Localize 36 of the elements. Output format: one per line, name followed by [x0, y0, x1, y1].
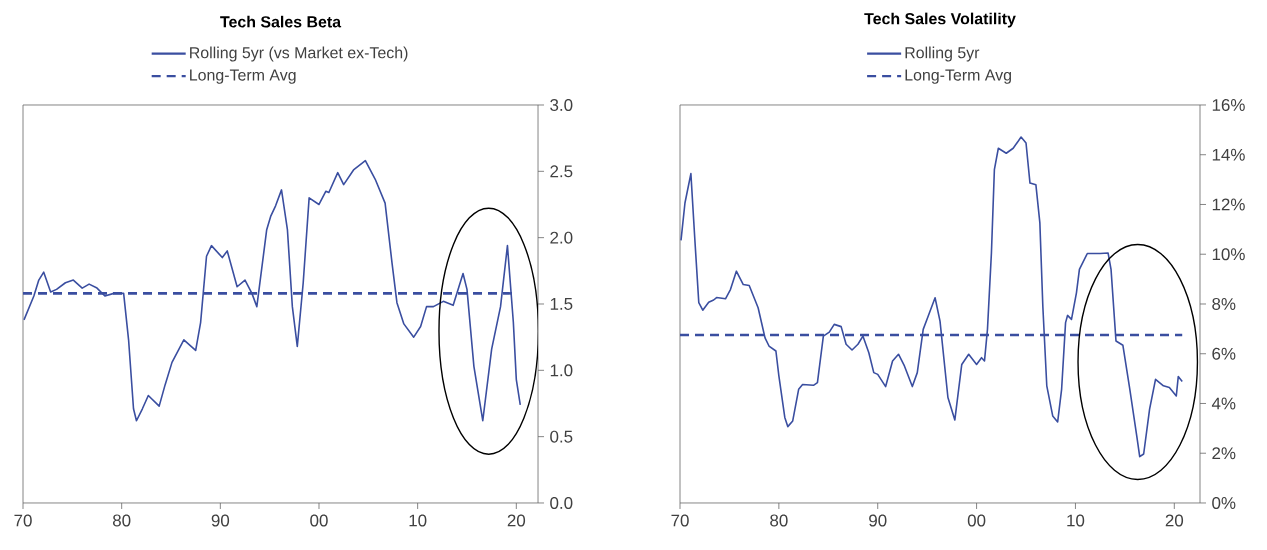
y-tick-label: 0% — [1212, 496, 1236, 509]
y-tick-label: 2.0 — [550, 231, 573, 244]
legend-label: Rolling 5yr (vs Market ex-Tech) — [190, 46, 408, 62]
x-tick-label: 90 — [211, 514, 230, 527]
x-tick-label: 80 — [770, 514, 788, 527]
x-tick-label: 20 — [1165, 514, 1184, 527]
y-tick-label: 12% — [1212, 198, 1245, 211]
y-tick-label: 16% — [1212, 98, 1245, 111]
y-tick-label: 10% — [1212, 248, 1245, 261]
y-tick-label: 1.5 — [550, 298, 573, 310]
x-tick-label: 90 — [869, 514, 887, 527]
y-tick-label: 14% — [1212, 148, 1245, 161]
y-tick-label: 1.0 — [550, 364, 573, 377]
chart-title: Tech Sales Beta — [220, 15, 342, 28]
y-tick-label: 6% — [1212, 347, 1236, 360]
y-tick-label: 3.0 — [550, 98, 573, 111]
legend-label: Long-Term Avg — [905, 69, 1011, 84]
y-tick-label: 2.5 — [550, 165, 573, 178]
x-tick-label: 20 — [507, 514, 526, 527]
legend-label: Rolling 5yr — [905, 46, 980, 62]
legend-label: Long-Term Avg — [190, 69, 296, 84]
y-tick-label: 0.0 — [550, 496, 573, 509]
chart-title: Tech Sales Volatility — [864, 12, 1016, 28]
y-tick-label: 0.5 — [550, 430, 573, 443]
x-tick-label: 70 — [14, 514, 32, 527]
x-tick-label: 80 — [112, 514, 131, 527]
x-tick-label: 70 — [671, 514, 689, 527]
line-series — [23, 159, 522, 422]
x-tick-label: 10 — [409, 514, 427, 527]
y-tick-label: 8% — [1212, 297, 1236, 310]
x-tick-label: 00 — [967, 514, 986, 527]
line-series — [680, 136, 1184, 458]
y-tick-label: 4% — [1211, 397, 1236, 410]
y-tick-label: 2% — [1212, 447, 1236, 460]
x-tick-label: 00 — [310, 514, 328, 527]
x-tick-label: 10 — [1067, 514, 1085, 527]
